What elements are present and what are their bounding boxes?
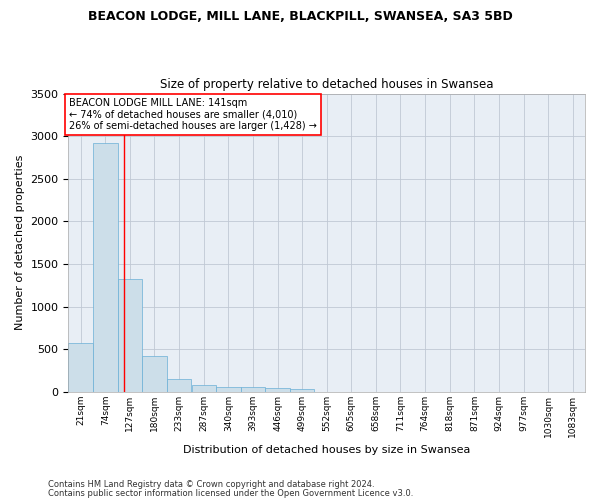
Bar xyxy=(191,385,216,392)
Bar xyxy=(167,379,191,392)
Bar xyxy=(216,387,241,392)
Y-axis label: Number of detached properties: Number of detached properties xyxy=(15,155,25,330)
Bar xyxy=(93,143,118,392)
Bar xyxy=(142,356,167,392)
Title: Size of property relative to detached houses in Swansea: Size of property relative to detached ho… xyxy=(160,78,493,91)
Bar xyxy=(241,387,265,392)
Text: Contains HM Land Registry data © Crown copyright and database right 2024.: Contains HM Land Registry data © Crown c… xyxy=(48,480,374,489)
Bar xyxy=(290,389,314,392)
Text: BEACON LODGE, MILL LANE, BLACKPILL, SWANSEA, SA3 5BD: BEACON LODGE, MILL LANE, BLACKPILL, SWAN… xyxy=(88,10,512,23)
Bar xyxy=(118,280,142,392)
Text: BEACON LODGE MILL LANE: 141sqm
← 74% of detached houses are smaller (4,010)
26% : BEACON LODGE MILL LANE: 141sqm ← 74% of … xyxy=(70,98,317,131)
Bar xyxy=(265,388,290,392)
X-axis label: Distribution of detached houses by size in Swansea: Distribution of detached houses by size … xyxy=(183,445,470,455)
Text: Contains public sector information licensed under the Open Government Licence v3: Contains public sector information licen… xyxy=(48,488,413,498)
Bar xyxy=(68,343,93,392)
